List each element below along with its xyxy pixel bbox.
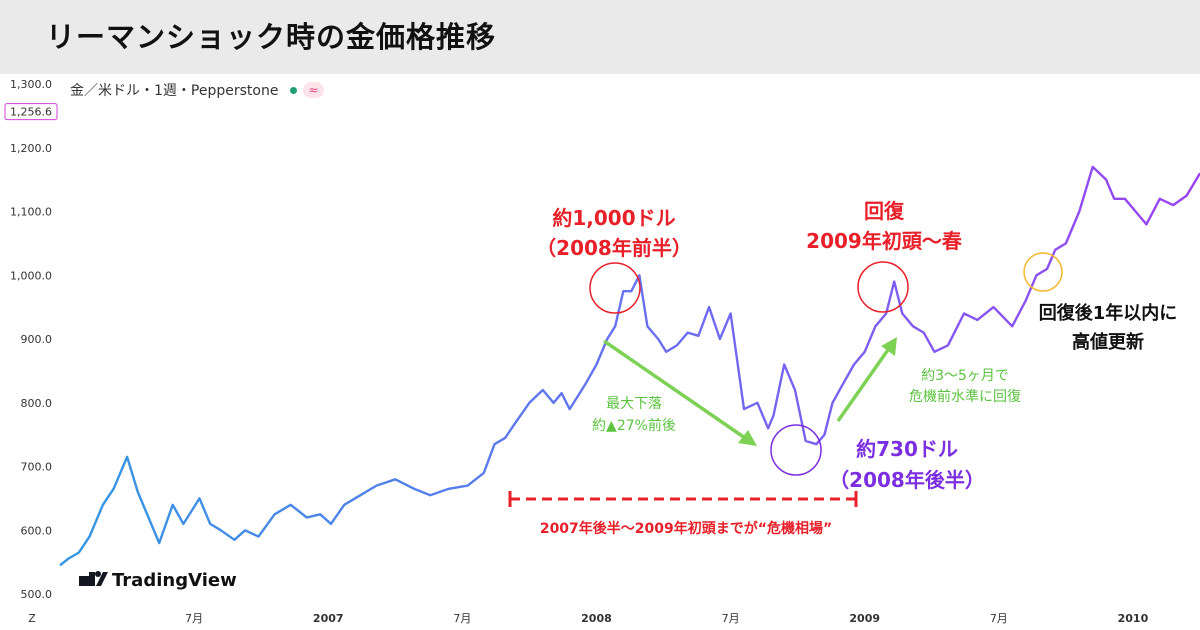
x-tick-label: 7月	[722, 612, 740, 625]
data-mode-badge[interactable]: ≈	[303, 82, 324, 98]
crisis-range-label: 2007年後半〜2009年初頭までが“危機相場”	[540, 520, 832, 537]
rebound-arrow-head-icon	[881, 337, 897, 356]
page-title: リーマンショック時の金価格推移	[46, 20, 497, 54]
y-tick-label: 600.0	[21, 524, 53, 537]
peak-date-label: （2008年前半）	[536, 236, 692, 260]
recovery-title-label: 回復	[864, 199, 905, 223]
current-price-badge: 1,256.6	[10, 106, 52, 119]
drop-arrow-head-icon	[738, 430, 757, 446]
x-tick-label: 2008	[581, 612, 612, 625]
price-series-line[interactable]	[59, 165, 1200, 567]
new-high-highlight-circle	[1023, 252, 1063, 292]
drop-percent-label: 約▲27%前後	[592, 417, 676, 434]
x-tick-label: 7月	[185, 612, 203, 625]
peak-price-label: 約1,000ドル	[552, 206, 675, 230]
gold-price-chart[interactable]: 500.0 600.0 700.0 800.0 900.0 1,000.0 1,100.0 1…	[0, 74, 1200, 630]
y-tick-label: 700.0	[21, 461, 53, 474]
x-tick-label: 2009	[849, 612, 880, 625]
new-high-sub-label: 高値更新	[1072, 331, 1144, 353]
y-tick-label: 900.0	[21, 333, 53, 346]
y-tick-label: 800.0	[21, 397, 53, 410]
recovery-highlight-circle	[857, 261, 909, 313]
bottom-highlight-circle	[770, 424, 822, 476]
new-high-label: 回復後1年以内に	[1039, 302, 1178, 324]
header-bar: リーマンショック時の金価格推移	[0, 0, 1200, 74]
market-status-dot-icon	[290, 86, 298, 94]
y-tick-label: 1,300.0	[10, 78, 52, 91]
price-badge-box	[4, 103, 58, 121]
tradingview-watermark: TradingView	[112, 570, 237, 591]
zoom-button[interactable]: Z	[28, 612, 36, 625]
x-tick-label: 2010	[1118, 612, 1149, 625]
bottom-date-label: （2008年後半）	[829, 468, 985, 492]
rebound-arrow-line	[836, 345, 892, 423]
y-tick-label: 500.0	[21, 588, 53, 601]
rebound-duration-label: 約3〜5ヶ月で	[921, 368, 1009, 384]
legend-symbol-text: 金／米ドル・1週・Pepperstone	[70, 83, 279, 99]
peak-highlight-circle	[589, 262, 641, 314]
bottom-price-label: 約730ドル	[856, 437, 958, 461]
rebound-level-label: 危機前水準に回復	[909, 388, 1021, 405]
y-tick-label: 1,200.0	[10, 142, 52, 155]
drop-title-label: 最大下落	[606, 396, 662, 412]
tradingview-logo-icon	[79, 571, 108, 586]
y-tick-label: 1,000.0	[10, 269, 52, 282]
chart-legend[interactable]: 金／米ドル・1週・Pepperstone ≈	[70, 80, 324, 100]
recovery-period-label: 2009年初頭〜春	[806, 229, 963, 253]
y-tick-label: 1,100.0	[10, 206, 52, 219]
x-tick-label: 7月	[990, 612, 1008, 625]
x-tick-label: 2007	[313, 612, 344, 625]
drop-arrow-line	[603, 339, 749, 442]
x-tick-label: 7月	[453, 612, 471, 625]
